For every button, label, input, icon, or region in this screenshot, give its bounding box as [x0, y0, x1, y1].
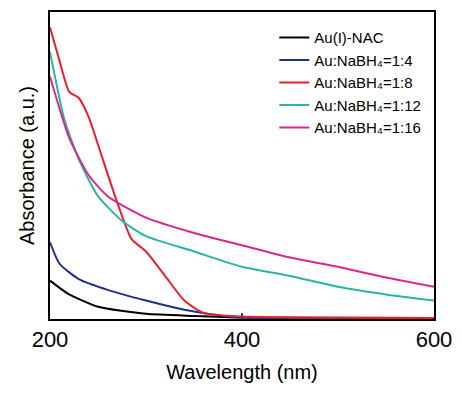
svg-text:600: 600	[416, 327, 453, 352]
svg-text:Au:NaBH₄=1:12: Au:NaBH₄=1:12	[314, 97, 421, 114]
svg-text:Wavelength (nm): Wavelength (nm)	[166, 361, 318, 383]
svg-text:400: 400	[224, 327, 261, 352]
svg-text:Au(I)-NAC: Au(I)-NAC	[314, 29, 383, 46]
svg-text:200: 200	[32, 327, 69, 352]
svg-text:Au:NaBH₄=1:8: Au:NaBH₄=1:8	[314, 74, 412, 91]
svg-text:Au:NaBH₄=1:4: Au:NaBH₄=1:4	[314, 52, 412, 69]
svg-text:Au:NaBH₄=1:16: Au:NaBH₄=1:16	[314, 119, 421, 136]
svg-text:Absorbance (a.u.): Absorbance (a.u.)	[16, 86, 38, 245]
